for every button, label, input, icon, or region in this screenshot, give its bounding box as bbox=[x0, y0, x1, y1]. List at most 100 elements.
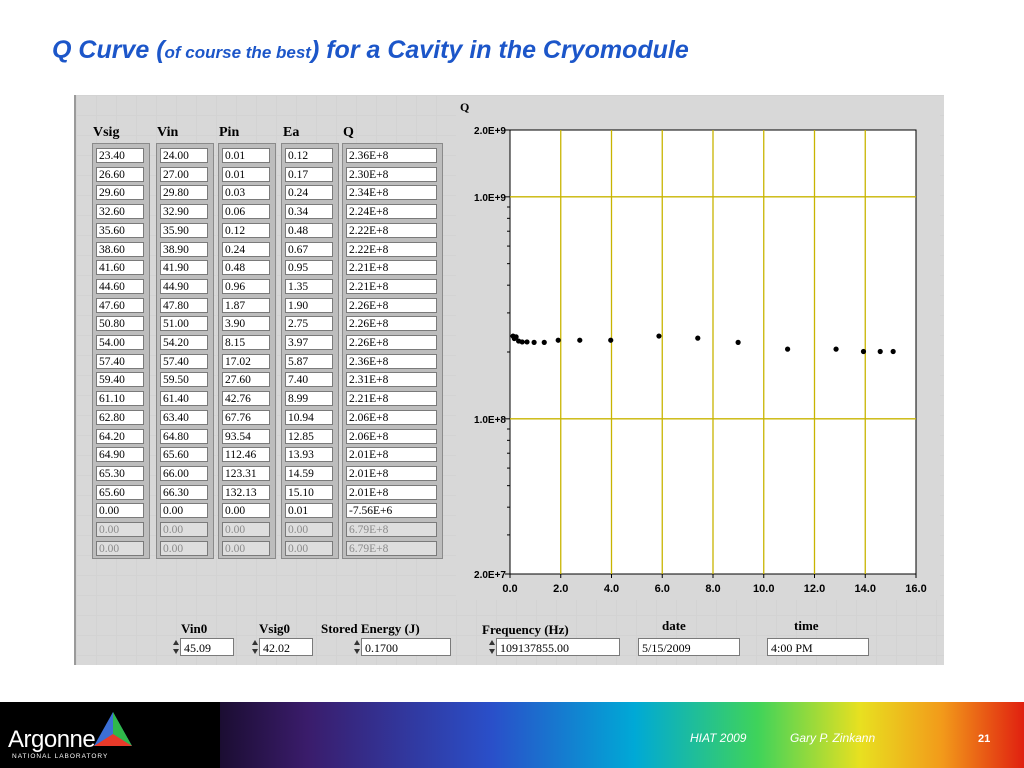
table-cell[interactable]: 0.00 bbox=[285, 540, 333, 556]
time-field[interactable]: 4:00 PM bbox=[767, 638, 869, 656]
table-cell[interactable]: 0.00 bbox=[96, 522, 144, 537]
table-cell[interactable]: 2.24E+8 bbox=[346, 204, 437, 220]
table-cell[interactable]: 3.90 bbox=[222, 316, 270, 332]
table-cell[interactable]: 14.59 bbox=[285, 465, 333, 481]
table-cell[interactable]: 2.01E+8 bbox=[346, 465, 437, 481]
table-cell[interactable]: 51.00 bbox=[160, 316, 208, 332]
table-cell[interactable]: 2.21E+8 bbox=[346, 278, 437, 294]
table-cell[interactable]: 0.00 bbox=[96, 540, 144, 556]
table-cell[interactable]: 0.48 bbox=[222, 260, 270, 276]
table-cell[interactable]: 2.01E+8 bbox=[346, 484, 437, 500]
table-cell[interactable]: 10.94 bbox=[285, 409, 333, 425]
table-cell[interactable]: 13.93 bbox=[285, 447, 333, 463]
table-cell[interactable]: 3.97 bbox=[285, 335, 333, 350]
table-cell[interactable]: 0.00 bbox=[222, 540, 270, 556]
frequency-field[interactable]: 109137855.00 bbox=[496, 638, 620, 656]
table-cell[interactable]: 0.67 bbox=[285, 241, 333, 257]
table-cell[interactable]: 0.00 bbox=[222, 522, 270, 537]
table-cell[interactable]: 2.26E+8 bbox=[346, 335, 437, 350]
table-cell[interactable]: 0.17 bbox=[285, 166, 333, 182]
table-cell[interactable]: 1.87 bbox=[222, 297, 270, 313]
table-cell[interactable]: 23.40 bbox=[96, 148, 144, 163]
table-cell[interactable]: 0.00 bbox=[222, 503, 270, 519]
table-cell[interactable]: 47.80 bbox=[160, 297, 208, 313]
table-cell[interactable]: 0.24 bbox=[222, 241, 270, 257]
table-cell[interactable]: 2.30E+8 bbox=[346, 166, 437, 182]
table-cell[interactable]: 2.21E+8 bbox=[346, 260, 437, 276]
table-cell[interactable]: 24.00 bbox=[160, 148, 208, 163]
table-cell[interactable]: 17.02 bbox=[222, 353, 270, 369]
table-cell[interactable]: 61.10 bbox=[96, 391, 144, 407]
table-cell[interactable]: 2.75 bbox=[285, 316, 333, 332]
table-cell[interactable]: 59.50 bbox=[160, 372, 208, 388]
table-cell[interactable]: 35.60 bbox=[96, 222, 144, 238]
vin0-stepper-icon[interactable] bbox=[172, 638, 180, 656]
table-cell[interactable]: 44.90 bbox=[160, 278, 208, 294]
table-cell[interactable]: 27.00 bbox=[160, 166, 208, 182]
table-cell[interactable]: 38.90 bbox=[160, 241, 208, 257]
table-cell[interactable]: 27.60 bbox=[222, 372, 270, 388]
table-cell[interactable]: 2.06E+8 bbox=[346, 428, 437, 444]
table-cell[interactable]: 64.90 bbox=[96, 447, 144, 463]
table-cell[interactable]: 64.80 bbox=[160, 428, 208, 444]
vsig0-stepper-icon[interactable] bbox=[251, 638, 259, 656]
table-cell[interactable]: 132.13 bbox=[222, 484, 270, 500]
table-cell[interactable]: 61.40 bbox=[160, 391, 208, 407]
table-cell[interactable]: 2.34E+8 bbox=[346, 185, 437, 201]
table-cell[interactable]: 15.10 bbox=[285, 484, 333, 500]
table-cell[interactable]: 2.36E+8 bbox=[346, 353, 437, 369]
table-cell[interactable]: 0.00 bbox=[285, 522, 333, 537]
table-cell[interactable]: 32.90 bbox=[160, 204, 208, 220]
table-cell[interactable]: 29.80 bbox=[160, 185, 208, 201]
table-cell[interactable]: 12.85 bbox=[285, 428, 333, 444]
table-cell[interactable]: 65.60 bbox=[160, 447, 208, 463]
date-field[interactable]: 5/15/2009 bbox=[638, 638, 740, 656]
table-cell[interactable]: 59.40 bbox=[96, 372, 144, 388]
table-cell[interactable]: 0.01 bbox=[222, 166, 270, 182]
table-cell[interactable]: 57.40 bbox=[160, 353, 208, 369]
table-cell[interactable]: 2.26E+8 bbox=[346, 297, 437, 313]
table-cell[interactable]: 57.40 bbox=[96, 353, 144, 369]
table-cell[interactable]: 0.03 bbox=[222, 185, 270, 201]
table-cell[interactable]: 47.60 bbox=[96, 297, 144, 313]
table-cell[interactable]: 65.60 bbox=[96, 484, 144, 500]
stored-energy-field[interactable]: 0.1700 bbox=[361, 638, 451, 656]
table-cell[interactable]: 2.26E+8 bbox=[346, 316, 437, 332]
table-cell[interactable]: 42.76 bbox=[222, 391, 270, 407]
table-cell[interactable]: 1.90 bbox=[285, 297, 333, 313]
table-cell[interactable]: 0.95 bbox=[285, 260, 333, 276]
table-cell[interactable]: 0.12 bbox=[285, 148, 333, 163]
stored-energy-stepper-icon[interactable] bbox=[353, 638, 361, 656]
table-cell[interactable]: 0.01 bbox=[285, 503, 333, 519]
table-cell[interactable]: 65.30 bbox=[96, 465, 144, 481]
vin0-field[interactable]: 45.09 bbox=[180, 638, 234, 656]
table-cell[interactable]: 93.54 bbox=[222, 428, 270, 444]
table-cell[interactable]: 35.90 bbox=[160, 222, 208, 238]
table-cell[interactable]: 66.00 bbox=[160, 465, 208, 481]
table-cell[interactable]: 0.24 bbox=[285, 185, 333, 201]
table-cell[interactable]: 26.60 bbox=[96, 166, 144, 182]
table-cell[interactable]: 2.06E+8 bbox=[346, 409, 437, 425]
table-cell[interactable]: 5.87 bbox=[285, 353, 333, 369]
table-cell[interactable]: 0.06 bbox=[222, 204, 270, 220]
table-cell[interactable]: 2.31E+8 bbox=[346, 372, 437, 388]
table-cell[interactable]: 2.22E+8 bbox=[346, 222, 437, 238]
table-cell[interactable]: 63.40 bbox=[160, 409, 208, 425]
table-cell[interactable]: 64.20 bbox=[96, 428, 144, 444]
table-cell[interactable]: 0.96 bbox=[222, 278, 270, 294]
table-cell[interactable]: 29.60 bbox=[96, 185, 144, 201]
table-cell[interactable]: 2.22E+8 bbox=[346, 241, 437, 257]
table-cell[interactable]: 7.40 bbox=[285, 372, 333, 388]
table-cell[interactable]: 6.79E+8 bbox=[346, 540, 437, 556]
table-cell[interactable]: 1.35 bbox=[285, 278, 333, 294]
table-cell[interactable]: 0.00 bbox=[96, 503, 144, 519]
table-cell[interactable]: 6.79E+8 bbox=[346, 522, 437, 537]
table-cell[interactable]: 38.60 bbox=[96, 241, 144, 257]
table-cell[interactable]: 0.01 bbox=[222, 148, 270, 163]
table-cell[interactable]: 32.60 bbox=[96, 204, 144, 220]
table-cell[interactable]: 67.76 bbox=[222, 409, 270, 425]
table-cell[interactable]: 41.60 bbox=[96, 260, 144, 276]
table-cell[interactable]: 0.12 bbox=[222, 222, 270, 238]
table-cell[interactable]: 2.21E+8 bbox=[346, 391, 437, 407]
table-cell[interactable]: 8.15 bbox=[222, 335, 270, 350]
